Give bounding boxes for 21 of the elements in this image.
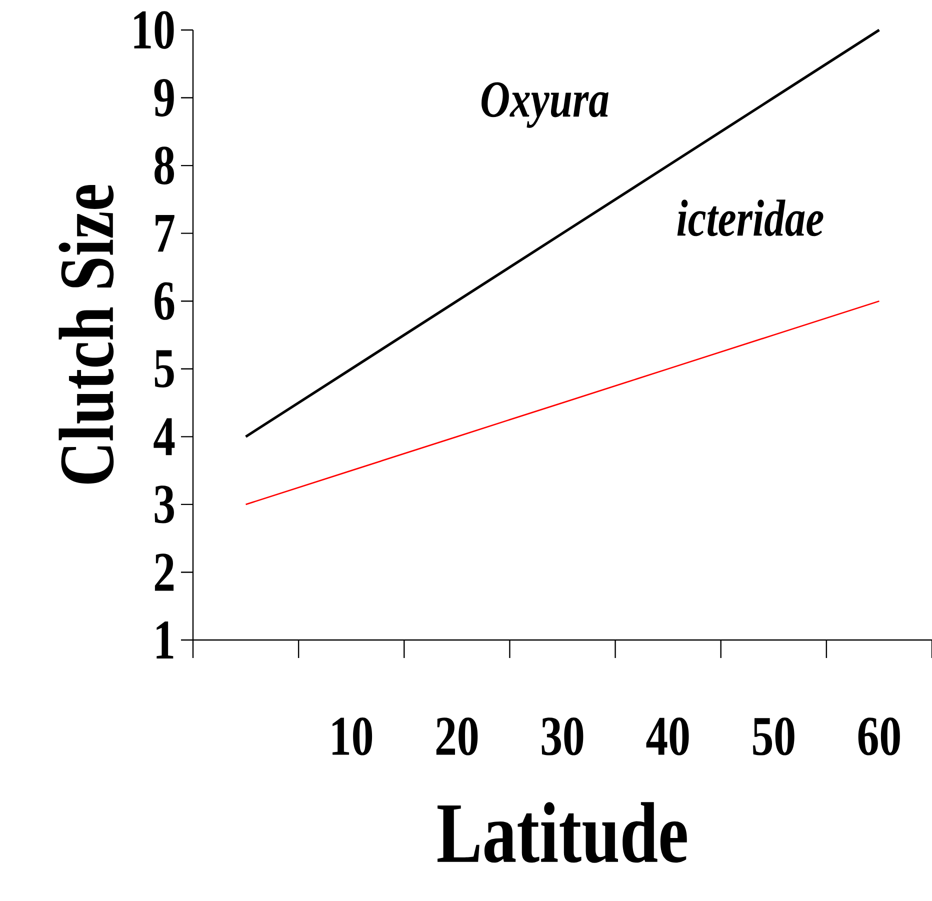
- y-tick-label: 10: [134, 11, 174, 49]
- x-axis-title: Latitude: [438, 802, 687, 863]
- y-tick-label: 8: [154, 146, 174, 184]
- y-tick-label: 9: [154, 78, 174, 117]
- y-tick-label: 5: [154, 350, 174, 388]
- y-tick-label: 4: [154, 418, 175, 456]
- line-series: [245, 300, 880, 506]
- x-tick-label: 10: [332, 718, 372, 756]
- y-tick-label: 2: [154, 554, 174, 591]
- x-tick-label: 30: [542, 718, 584, 756]
- x-tick-label: 60: [858, 718, 900, 756]
- annotation: icteridae: [677, 200, 824, 236]
- annotation: Oxyura: [482, 82, 608, 128]
- y-tick-label: 1: [156, 622, 174, 658]
- y-tick-label: 6: [154, 282, 174, 320]
- x-tick-label: 20: [436, 718, 478, 756]
- y-tick-label: 7: [156, 214, 174, 252]
- x-tick-label: 50: [753, 718, 794, 756]
- y-tick-label: 3: [154, 486, 174, 524]
- y-axis-title: Clutch Size: [58, 185, 114, 484]
- x-tick-label: 40: [646, 718, 689, 756]
